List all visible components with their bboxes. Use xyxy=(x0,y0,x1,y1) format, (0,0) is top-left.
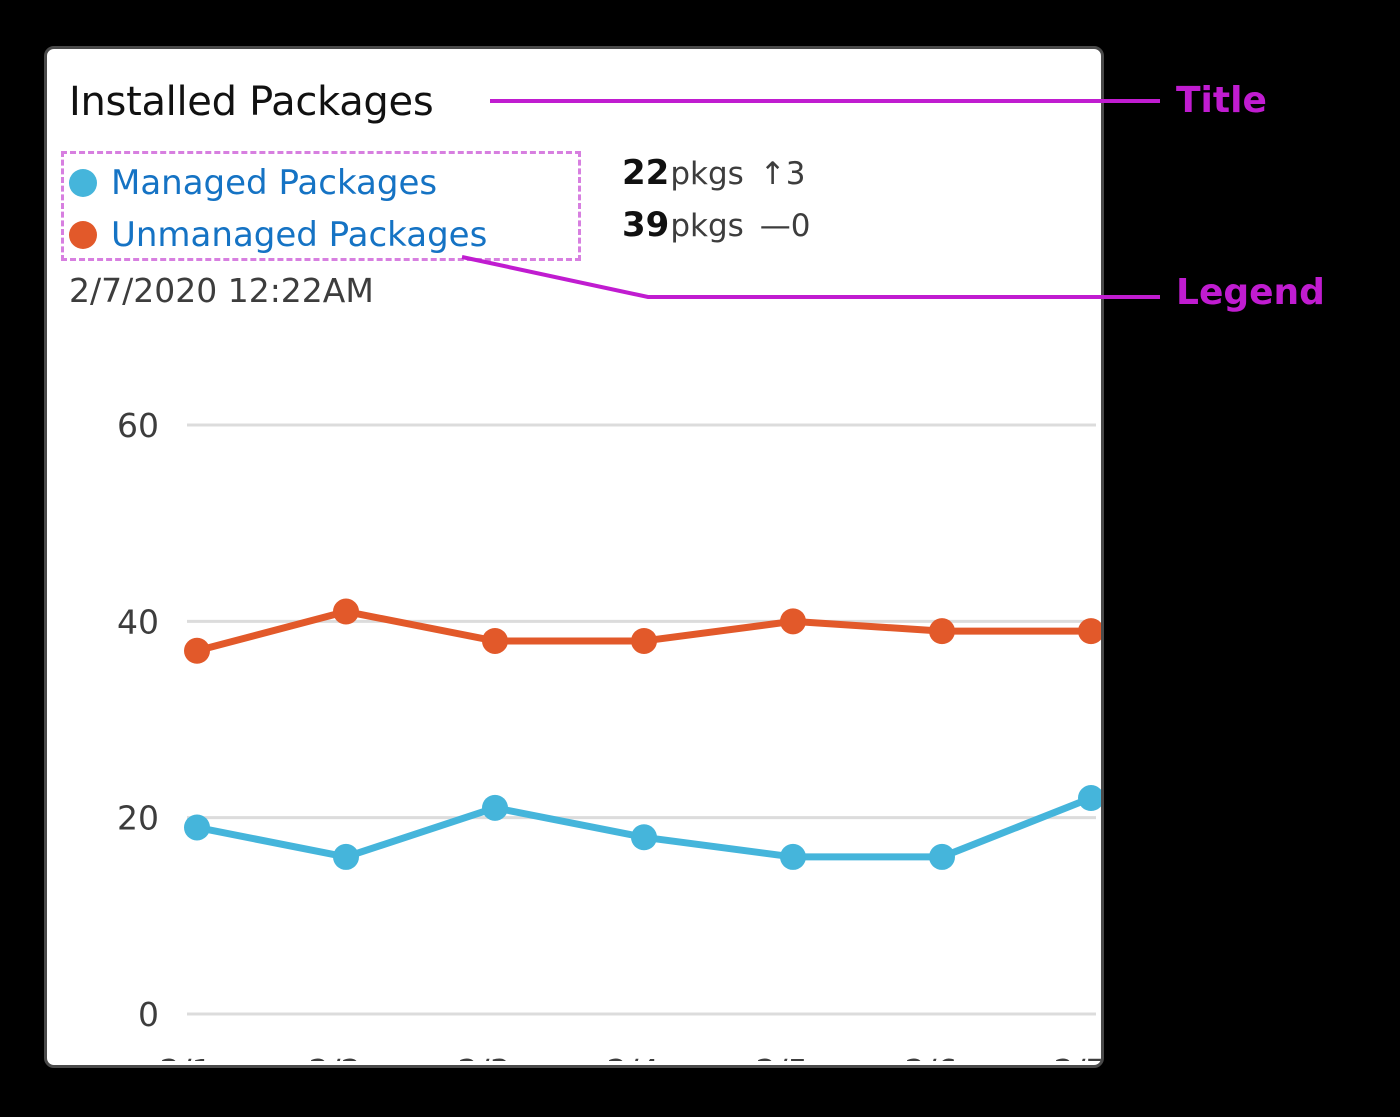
data-point[interactable] xyxy=(482,627,508,654)
data-point[interactable] xyxy=(184,814,210,841)
x-axis-tick-label: 2/4 xyxy=(606,1052,659,1061)
stat-value: 22 xyxy=(622,153,670,193)
stat-value: 39 xyxy=(622,205,670,245)
data-point[interactable] xyxy=(184,637,210,664)
x-axis-tick-label: 2/7 xyxy=(1053,1052,1101,1061)
data-point[interactable] xyxy=(333,843,359,870)
legend-dot-managed-icon xyxy=(69,169,97,197)
y-axis-tick-label: 40 xyxy=(117,602,159,641)
stat-row-unmanaged: 39 pkgs —0 xyxy=(622,205,811,257)
stat-unit: pkgs xyxy=(670,208,744,244)
data-point[interactable] xyxy=(780,843,806,870)
legend-item-managed[interactable]: Managed Packages xyxy=(69,157,547,209)
chart-svg: 0 20 40 60 2/1 2/2 2/3 2/4 2/5 2/6 2/7 xyxy=(117,406,1101,1061)
stat-delta-flat-icon: —0 xyxy=(759,208,811,244)
gridlines xyxy=(187,423,1096,1016)
y-axis-tick-labels: 0 20 40 60 xyxy=(117,406,159,1034)
stat-delta-up-icon: ↑3 xyxy=(759,156,806,192)
data-point[interactable] xyxy=(929,843,955,870)
legend-item-label: Managed Packages xyxy=(111,163,438,203)
legend-item-unmanaged[interactable]: Unmanaged Packages xyxy=(69,209,547,261)
legend-item-label: Unmanaged Packages xyxy=(111,215,488,255)
data-point[interactable] xyxy=(929,618,955,645)
legend-dot-unmanaged-icon xyxy=(69,221,97,249)
data-point[interactable] xyxy=(482,794,508,821)
legend[interactable]: Managed Packages Unmanaged Packages xyxy=(63,153,553,267)
data-point[interactable] xyxy=(333,598,359,625)
data-point[interactable] xyxy=(631,824,657,851)
stats-panel: 22 pkgs ↑3 39 pkgs —0 xyxy=(622,153,811,257)
y-axis-tick-label: 60 xyxy=(117,406,159,445)
x-axis-tick-label: 2/3 xyxy=(457,1052,510,1061)
y-axis-tick-label: 0 xyxy=(138,995,159,1034)
page-title: Installed Packages xyxy=(69,79,434,125)
line-chart-plot[interactable]: 0 20 40 60 2/1 2/2 2/3 2/4 2/5 2/6 2/7 xyxy=(47,331,1101,1061)
stat-row-managed: 22 pkgs ↑3 xyxy=(622,153,811,205)
x-axis-tick-label: 2/5 xyxy=(755,1052,808,1061)
x-axis-tick-label: 2/2 xyxy=(308,1052,361,1061)
x-axis-tick-label: 2/1 xyxy=(159,1052,212,1061)
stat-unit: pkgs xyxy=(670,156,744,192)
y-axis-tick-label: 20 xyxy=(117,799,159,838)
annotation-label-legend: Legend xyxy=(1176,272,1325,313)
x-axis-tick-label: 2/6 xyxy=(904,1052,957,1061)
annotation-label-title: Title xyxy=(1176,80,1267,121)
data-point[interactable] xyxy=(631,627,657,654)
series-layer xyxy=(184,598,1101,870)
data-point[interactable] xyxy=(1078,618,1101,645)
data-point[interactable] xyxy=(1078,785,1101,812)
installed-packages-card: Installed Packages Managed Packages Unma… xyxy=(44,46,1104,1068)
data-point[interactable] xyxy=(780,608,806,635)
x-axis-tick-labels: 2/1 2/2 2/3 2/4 2/5 2/6 2/7 xyxy=(159,1052,1101,1061)
timestamp: 2/7/2020 12:22AM xyxy=(69,271,374,310)
